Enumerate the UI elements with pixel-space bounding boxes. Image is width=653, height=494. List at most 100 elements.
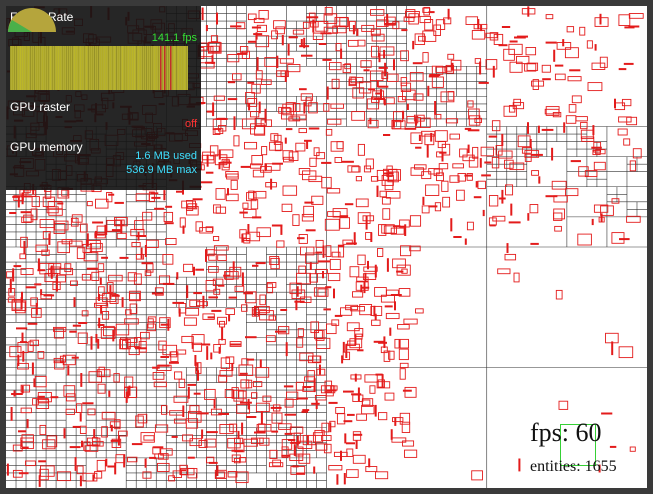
entity <box>86 240 101 250</box>
entity <box>436 172 444 182</box>
entity <box>418 134 421 141</box>
entity <box>255 70 263 80</box>
entity <box>323 103 330 112</box>
entity <box>591 218 594 226</box>
entity <box>127 386 130 399</box>
entity <box>355 440 358 449</box>
entity <box>218 413 229 415</box>
entity <box>128 385 131 396</box>
entity <box>94 233 105 236</box>
entity <box>25 286 37 289</box>
entity <box>206 249 215 257</box>
entity <box>433 24 441 36</box>
entity <box>39 219 55 229</box>
entity <box>225 308 235 315</box>
entity <box>306 435 309 445</box>
entity <box>238 390 247 400</box>
entity <box>54 360 65 370</box>
entity <box>102 293 117 303</box>
entity <box>626 215 641 223</box>
entity <box>303 37 306 49</box>
entity <box>258 101 261 114</box>
entity <box>451 62 454 70</box>
entity <box>492 65 495 78</box>
entity <box>471 30 486 40</box>
entity <box>400 50 409 62</box>
entity <box>601 412 613 415</box>
entity <box>250 111 260 118</box>
entity <box>265 182 277 188</box>
entity <box>233 457 241 464</box>
entity <box>208 266 219 273</box>
entity <box>217 254 227 261</box>
entity <box>158 364 170 367</box>
entity <box>593 204 609 213</box>
entity <box>623 138 631 146</box>
entity <box>119 256 129 259</box>
entity <box>101 311 110 320</box>
entity <box>181 200 196 209</box>
entity <box>399 412 411 425</box>
entity <box>114 219 125 226</box>
entity <box>81 273 91 281</box>
entity <box>296 435 299 446</box>
entity <box>129 290 141 302</box>
entity <box>357 143 365 156</box>
entity <box>425 184 440 196</box>
entity <box>53 223 66 234</box>
entity <box>293 444 296 456</box>
entity <box>479 61 482 75</box>
entity <box>221 158 230 171</box>
entity <box>438 163 449 170</box>
entity <box>383 99 386 106</box>
entity <box>182 225 185 234</box>
entity <box>185 307 200 316</box>
entity <box>335 43 342 52</box>
entity <box>305 252 319 264</box>
entity <box>186 200 194 211</box>
entity <box>336 474 339 485</box>
entity <box>284 398 294 408</box>
entity <box>208 296 218 299</box>
entity <box>464 238 467 245</box>
entity <box>302 21 310 29</box>
entity <box>21 332 24 343</box>
entity <box>38 475 41 487</box>
entity <box>144 270 152 277</box>
entity <box>124 386 138 398</box>
entity <box>241 304 248 312</box>
gpu-raster-status: off <box>184 118 197 130</box>
entity <box>198 440 208 448</box>
entity <box>586 40 593 49</box>
entity <box>346 322 360 332</box>
entity <box>273 134 282 145</box>
entity <box>384 16 396 26</box>
entity <box>360 284 363 293</box>
entity <box>181 335 194 344</box>
entity <box>186 285 189 299</box>
entity <box>178 308 181 317</box>
entity <box>153 446 164 449</box>
entity <box>587 82 603 92</box>
entity <box>629 446 636 452</box>
entity <box>311 402 320 405</box>
quadtree-canvas[interactable]: Frame Rate 141.1 fps GPU raster off GPU … <box>6 6 647 488</box>
entity <box>401 421 411 433</box>
entity <box>212 118 222 130</box>
entity <box>43 294 55 297</box>
entity <box>231 449 244 452</box>
entity <box>565 188 579 197</box>
entity <box>321 176 332 189</box>
entity <box>225 193 239 202</box>
entity <box>274 141 282 152</box>
entity <box>370 232 373 242</box>
entity <box>391 120 406 130</box>
entity <box>81 440 83 448</box>
entity <box>27 341 34 352</box>
entity <box>389 327 392 336</box>
entity <box>434 101 437 115</box>
entity <box>97 383 106 394</box>
entity <box>472 146 479 159</box>
entity <box>206 110 215 113</box>
entity <box>542 78 551 81</box>
